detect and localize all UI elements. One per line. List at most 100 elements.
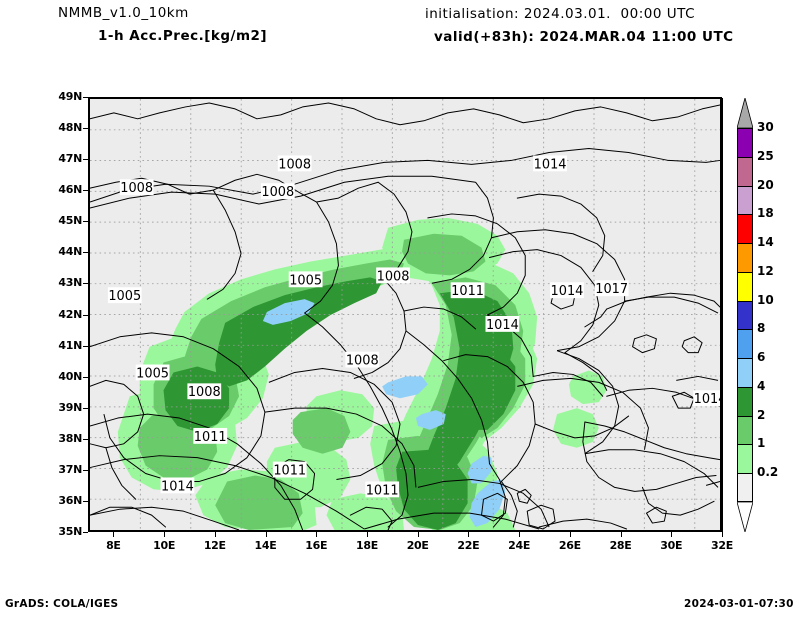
lat-tick-mark	[83, 407, 88, 409]
isobar-label: 1005	[107, 287, 142, 304]
lon-tick-label: 22E	[457, 539, 480, 552]
lon-tick-mark	[113, 532, 115, 537]
colorbar-band[interactable]	[737, 329, 753, 359]
lat-tick-label: 44N	[58, 245, 82, 259]
lat-tick-mark	[83, 97, 88, 98]
colorbar-band[interactable]	[737, 271, 753, 301]
render-timestamp: 2024-03-01-07:30	[684, 598, 794, 610]
isobar-label: 1008	[277, 155, 312, 172]
lat-tick-mark	[83, 159, 88, 161]
lon-tick-label: 16E	[305, 539, 328, 552]
colorbar-band[interactable]	[737, 243, 753, 272]
svg-text:1008: 1008	[120, 181, 153, 196]
lon-tick-label: 26E	[558, 539, 581, 552]
svg-text:1005: 1005	[136, 366, 169, 381]
lat-tick-label: 37N	[58, 462, 82, 476]
lon-tick-label: 28E	[609, 539, 632, 552]
colorbar-tick-label: 10	[757, 292, 774, 307]
svg-text:1011: 1011	[451, 284, 484, 299]
colorbar-tick-label: 1	[757, 436, 766, 451]
lat-tick-label: 40N	[58, 369, 82, 383]
lat-tick-label: 39N	[58, 400, 82, 414]
lon-tick-label: 18E	[355, 539, 378, 552]
isobar-label-group: 1008 1008 1008 1005 1008 1005 1014 1011 1014 1017…	[107, 155, 720, 498]
lat-tick-label: 41N	[58, 338, 82, 352]
svg-text:1014: 1014	[694, 392, 720, 407]
colorbar-over-arrow	[736, 96, 754, 129]
lon-tick-mark	[671, 532, 673, 537]
lat-tick-mark	[83, 314, 88, 316]
lat-tick-label: 38N	[58, 431, 82, 445]
svg-text:1008: 1008	[346, 354, 379, 369]
lon-tick-mark	[164, 532, 166, 537]
valid-time-label: valid(+83h): 2024.MAR.04 11:00 UTC	[434, 29, 734, 45]
svg-text:1014: 1014	[161, 479, 194, 494]
lat-tick-label: 36N	[58, 493, 82, 507]
field-name-label: 1-h Acc.Prec.[kg/m2]	[98, 28, 268, 44]
colorbar-band[interactable]	[737, 214, 753, 244]
isobar-label: 1008	[345, 351, 380, 369]
lon-tick-mark	[214, 532, 216, 537]
colorbar-band[interactable]	[737, 185, 753, 215]
lat-tick-mark	[83, 469, 88, 471]
svg-text:1005: 1005	[289, 273, 322, 288]
svg-text:1008: 1008	[377, 269, 410, 284]
isobar-label: 1014	[550, 282, 584, 299]
lon-tick-label: 30E	[660, 539, 683, 552]
lat-tick-mark	[83, 283, 88, 285]
isobar-label: 1011	[365, 481, 400, 498]
lat-tick-label: 46N	[58, 183, 82, 197]
colorbar-band[interactable]	[737, 128, 753, 157]
lon-tick-mark	[468, 532, 470, 537]
svg-text:1014: 1014	[486, 318, 519, 333]
lat-tick-mark	[83, 500, 88, 502]
lat-tick-mark	[83, 128, 88, 130]
map-plot-area: 1008 1008 1008 1005 1008 1005 1014 1011 1014 1017…	[88, 97, 722, 532]
colorbar-tick-label: 8	[757, 321, 766, 336]
svg-text:1014: 1014	[551, 284, 584, 299]
precipitation-colorbar[interactable]: 0.2 1 2 4 6 8 10 12 14 18 20 25 30	[737, 120, 778, 502]
colorbar-band[interactable]	[737, 444, 753, 474]
isobar-label: 1014	[485, 315, 520, 333]
svg-text:1017: 1017	[595, 282, 628, 297]
svg-text:1008: 1008	[278, 157, 311, 172]
model-name-label: NMMB_v1.0_10km	[58, 5, 189, 21]
lat-tick-mark	[83, 532, 88, 533]
lat-tick-label: 49N	[58, 90, 82, 103]
svg-text:1011: 1011	[366, 483, 399, 498]
colorbar-band[interactable]	[737, 156, 753, 186]
colorbar-left-rule	[722, 98, 723, 532]
svg-text:1014: 1014	[534, 157, 567, 172]
colorbar-band[interactable]	[737, 386, 753, 416]
lat-tick-label: 35N	[58, 525, 82, 538]
colorbar-tick-label: 0.2	[757, 465, 779, 480]
isobar-label: 1011	[272, 461, 307, 479]
lat-tick-mark	[83, 438, 88, 440]
colorbar-band[interactable]	[737, 358, 753, 387]
colorbar-tick-label: 12	[757, 263, 774, 278]
lon-tick-mark	[316, 532, 318, 537]
initialisation-label: initialisation: 2024.03.01. 00:00 UTC	[425, 6, 696, 22]
colorbar-band[interactable]	[737, 415, 753, 445]
lat-tick-label: 42N	[58, 307, 82, 321]
lon-tick-label: 12E	[203, 539, 226, 552]
colorbar-tick-label: 30	[757, 120, 774, 134]
isobar-label: 1011	[450, 282, 485, 299]
isobar-label: 1005	[135, 364, 170, 381]
lat-tick-label: 47N	[58, 152, 82, 166]
isobar-label: 1008	[187, 383, 222, 400]
colorbar-under-arrow	[736, 501, 754, 534]
isobar-label: 1014	[160, 477, 195, 494]
isobar-label: 1011	[193, 427, 228, 445]
lat-tick-mark	[83, 190, 88, 192]
colorbar-tick-label: 18	[757, 206, 774, 221]
colorbar-band[interactable]	[737, 473, 753, 502]
lat-tick-label: 43N	[58, 276, 82, 290]
lon-tick-mark	[366, 532, 368, 537]
isobar-label: 1005	[288, 271, 323, 288]
isobar-label: 1017	[594, 280, 629, 297]
isobar-label: 1014	[693, 390, 720, 407]
colorbar-band[interactable]	[737, 300, 753, 330]
lon-tick-label: 24E	[508, 539, 531, 552]
svg-text:1011: 1011	[273, 464, 306, 479]
